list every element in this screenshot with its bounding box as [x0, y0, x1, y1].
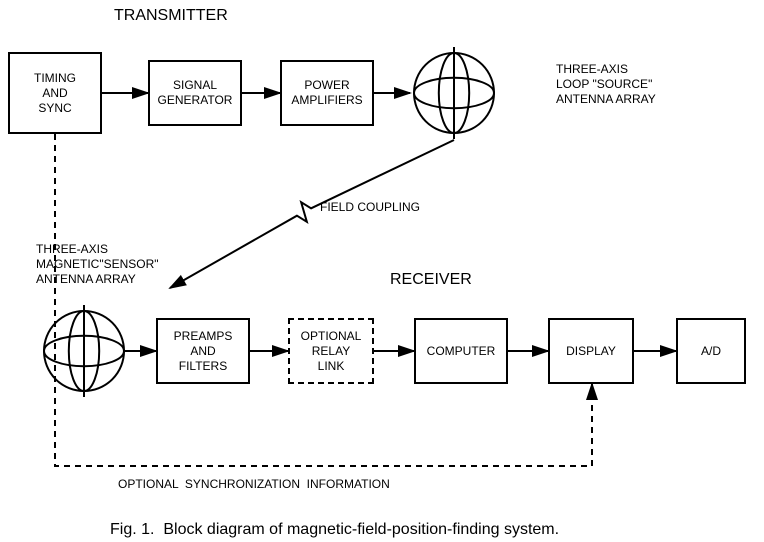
block-computer: COMPUTER [414, 318, 508, 384]
label-field-coupling: FIELD COUPLING [320, 200, 420, 215]
section-title-transmitter: TRANSMITTER [114, 6, 228, 26]
section-title-receiver: RECEIVER [390, 270, 472, 290]
block-timing-and-sync: TIMING AND SYNC [8, 52, 102, 134]
block-signal-generator: SIGNAL GENERATOR [148, 60, 242, 126]
figure-caption: Fig. 1. Block diagram of magnetic-field-… [110, 520, 559, 540]
label-optional-sync: OPTIONAL SYNCHRONIZATION INFORMATION [118, 477, 390, 492]
block-preamps-filters: PREAMPS AND FILTERS [156, 318, 250, 384]
block-optional-relay: OPTIONAL RELAY LINK [288, 318, 374, 384]
block-display: DISPLAY [548, 318, 634, 384]
label-sensor-antenna: THREE-AXIS MAGNETIC"SENSOR" ANTENNA ARRA… [36, 242, 159, 287]
diagram-stage: TRANSMITTER RECEIVER THREE-AXIS MAGNETIC… [0, 0, 764, 542]
label-source-antenna: THREE-AXIS LOOP "SOURCE" ANTENNA ARRAY [556, 62, 656, 107]
block-power-amplifiers: POWER AMPLIFIERS [280, 60, 374, 126]
block-a-d: A/D [676, 318, 746, 384]
